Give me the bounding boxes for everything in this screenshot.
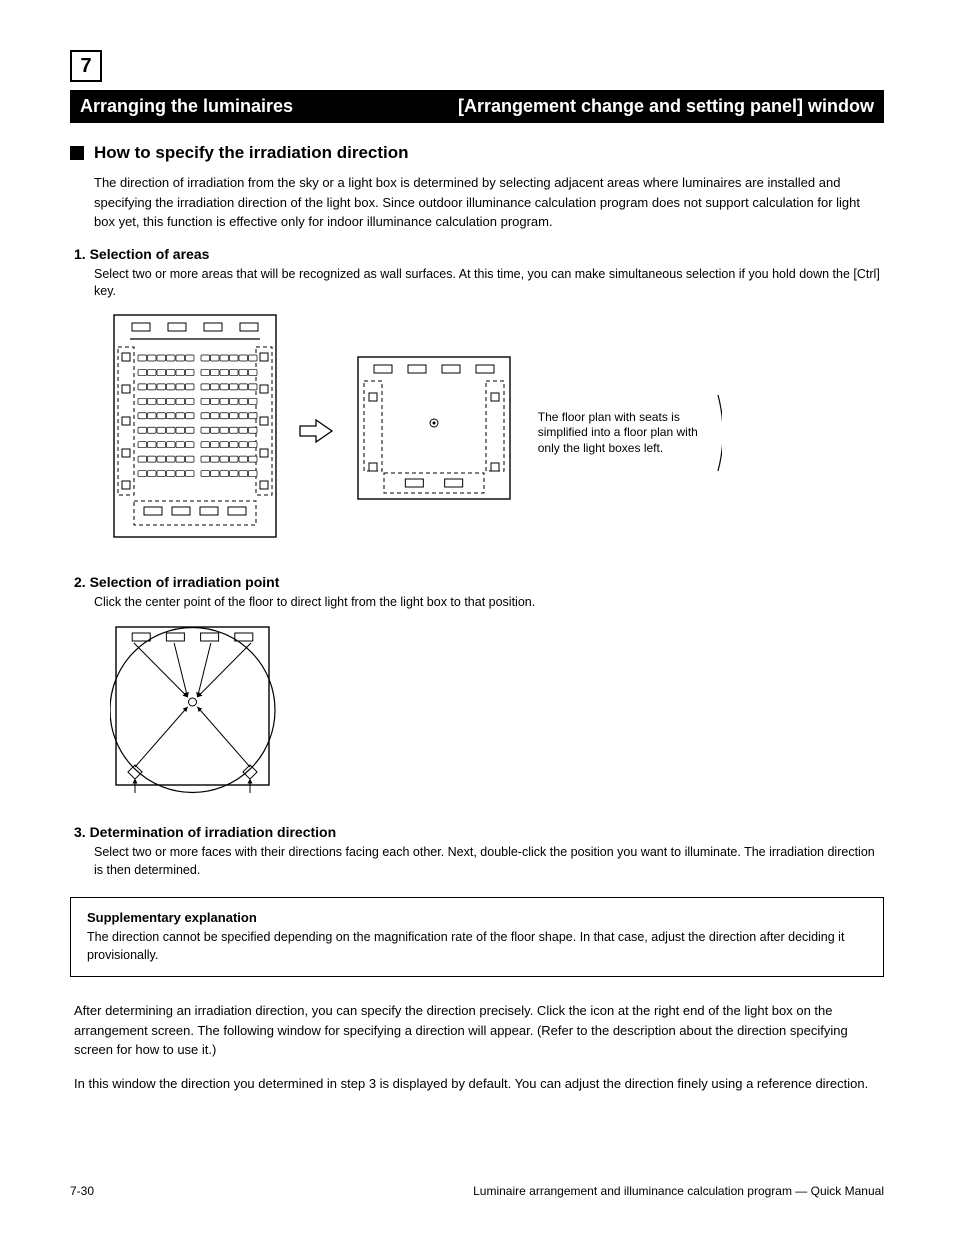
irradiation-floorplan-svg — [110, 621, 280, 801]
diagram-annotation-text: The floor plan with seats is simplified … — [538, 410, 716, 457]
footer-page-number: 7-30 — [70, 1184, 94, 1198]
footer-doc-title: Luminaire arrangement and illuminance ca… — [473, 1184, 884, 1198]
title-bar: Arranging the luminaires [Arrangement ch… — [70, 90, 884, 123]
section-bullet-icon — [70, 146, 84, 160]
step-3-desc: Select two or more faces with their dire… — [94, 844, 884, 879]
detailed-floorplan-svg — [110, 311, 280, 551]
title-bar-right: [Arrangement change and setting panel] w… — [458, 96, 874, 117]
diagram-detailed-floorplan — [110, 311, 280, 556]
diagram-row-2 — [110, 621, 884, 806]
diagram-row-1: The floor plan with seats is simplified … — [110, 311, 884, 556]
diagram-simplified-floorplan — [354, 353, 514, 513]
arrow-svg — [298, 416, 336, 446]
step-3-label: 3. Determination of irradiation directio… — [74, 824, 884, 840]
section-header: How to specify the irradiation direction — [70, 143, 884, 163]
title-bar-left: Arranging the luminaires — [80, 96, 293, 117]
post-paragraph-2: In this window the direction you determi… — [74, 1074, 884, 1094]
note-box: Supplementary explanation The direction … — [70, 897, 884, 977]
intro-paragraph: The direction of irradiation from the sk… — [94, 173, 884, 232]
chapter-number-box: 7 — [70, 50, 102, 82]
arrow-right-icon — [298, 416, 336, 451]
note-title: Supplementary explanation — [87, 910, 867, 925]
page-footer: 7-30 Luminaire arrangement and illuminan… — [70, 1184, 884, 1198]
simplified-floorplan-svg — [354, 353, 514, 508]
section-title: How to specify the irradiation direction — [94, 143, 409, 163]
diagram-annotation-group: The floor plan with seats is simplified … — [532, 393, 722, 473]
chapter-number: 7 — [80, 55, 91, 78]
note-body: The direction cannot be specified depend… — [87, 929, 867, 964]
post-paragraph-1: After determining an irradiation directi… — [74, 1001, 884, 1060]
diagram-irradiation-floorplan — [110, 621, 280, 806]
step-1-label: 1. Selection of areas — [74, 246, 884, 262]
step-1-desc: Select two or more areas that will be re… — [94, 266, 884, 301]
step-2-desc: Click the center point of the floor to d… — [94, 594, 884, 612]
step-2-label: 2. Selection of irradiation point — [74, 574, 884, 590]
right-paren-icon — [716, 393, 722, 473]
